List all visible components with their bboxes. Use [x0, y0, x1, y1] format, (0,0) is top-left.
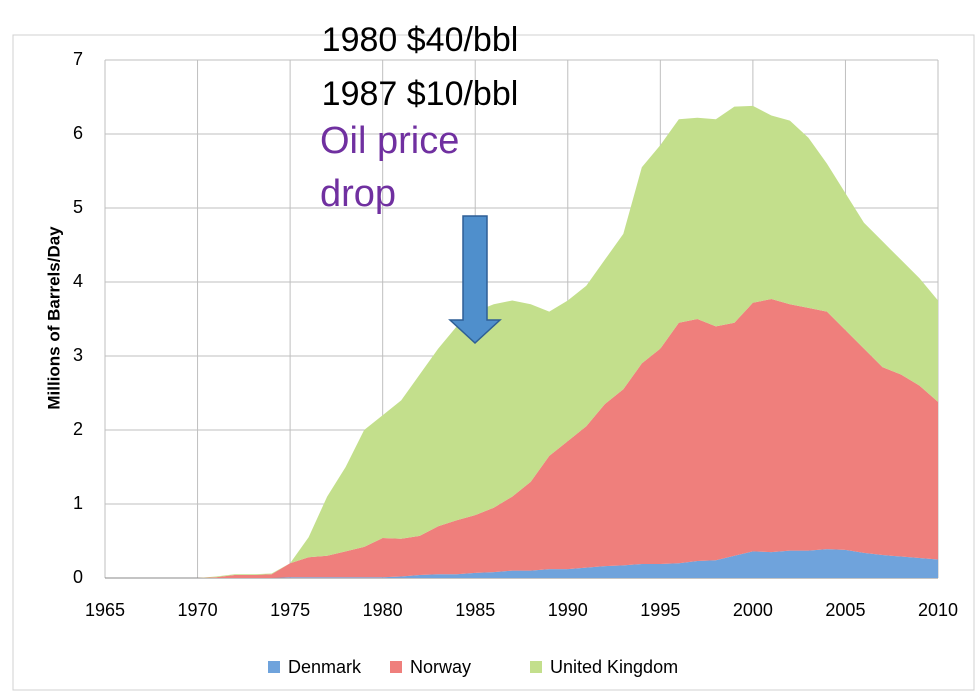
legend-label: Norway — [410, 657, 471, 677]
y-tick-label: 5 — [73, 197, 83, 217]
y-tick-label: 6 — [73, 123, 83, 143]
x-tick-label: 2005 — [825, 600, 865, 620]
areas — [197, 105, 939, 578]
y-tick-label: 1 — [73, 493, 83, 513]
y-axis-label: Millions of Barrels/Day — [44, 226, 63, 410]
annotation: 1980 $40/bbl — [322, 21, 519, 59]
legend-swatch — [268, 661, 280, 673]
callout: Oil price — [320, 120, 459, 162]
area — [197, 299, 939, 578]
x-tick-label: 1985 — [455, 600, 495, 620]
x-tick-label: 1970 — [178, 600, 218, 620]
legend-swatch — [390, 661, 402, 673]
chart-frame — [12, 34, 975, 691]
area — [197, 105, 939, 578]
y-tick-label: 7 — [73, 49, 83, 69]
callout: drop — [320, 173, 396, 215]
x-tick-label: 2000 — [733, 600, 773, 620]
y-tick-label: 2 — [73, 419, 83, 439]
x-tick-label: 1965 — [85, 600, 125, 620]
y-tick-label: 0 — [73, 567, 83, 587]
legend-label: Denmark — [288, 657, 362, 677]
arrow — [448, 215, 502, 345]
legend: Denmark Norway United Kingdom — [268, 657, 678, 677]
legend-label: United Kingdom — [550, 657, 678, 677]
annotation: 1987 $10/bbl — [322, 75, 519, 113]
y-tick-label: 4 — [73, 271, 83, 291]
y-tick-label: 3 — [73, 345, 83, 365]
x-tick-label: 1995 — [640, 600, 680, 620]
x-tick-label: 1990 — [548, 600, 588, 620]
x-tick-label: 2010 — [918, 600, 958, 620]
x-tick-label: 1980 — [363, 600, 403, 620]
area — [197, 549, 939, 578]
x-tick-label: 1975 — [270, 600, 310, 620]
legend-swatch — [530, 661, 542, 673]
